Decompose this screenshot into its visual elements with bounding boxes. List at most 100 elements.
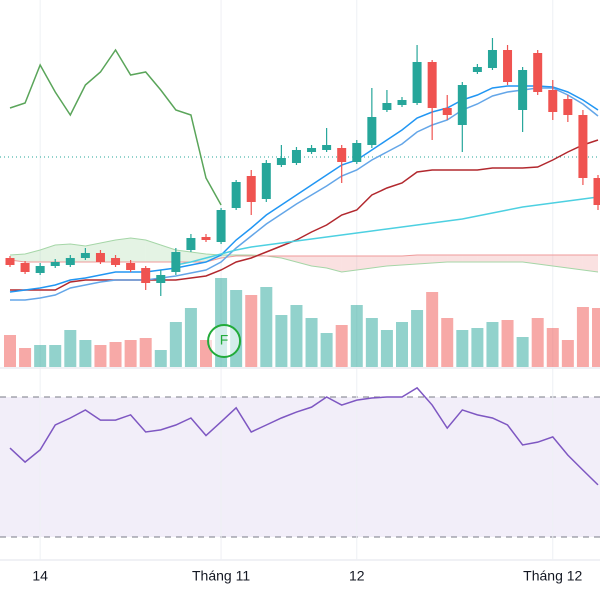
volume-bar	[426, 292, 439, 367]
cloud-segment	[296, 256, 312, 266]
candle-body	[35, 266, 45, 273]
x-tick-label: Tháng 11	[192, 568, 250, 584]
candle-body	[503, 50, 513, 82]
candle-body	[291, 150, 301, 163]
cloud-segment	[25, 250, 41, 262]
candle-body	[427, 62, 437, 108]
candle-body	[457, 85, 467, 125]
volume-bar	[290, 305, 303, 367]
volume-bar	[49, 345, 62, 367]
indicator-line	[175, 196, 599, 266]
volume-bar	[516, 337, 529, 367]
cloud-segment	[477, 255, 493, 262]
candle-body	[593, 178, 600, 205]
volume-bar	[169, 322, 182, 367]
cloud-segment	[567, 255, 583, 270]
x-tick-label: 14	[32, 568, 48, 584]
cloud-segment	[386, 256, 402, 266]
cloud-segment	[326, 256, 342, 272]
candle-body	[231, 182, 241, 208]
volume-bar	[184, 308, 197, 367]
volume-bar	[245, 295, 258, 367]
volume-bar	[94, 345, 107, 367]
candle-body	[307, 148, 317, 152]
cloud-segment	[371, 256, 387, 268]
volume-bar	[124, 340, 137, 367]
candle-body	[171, 252, 181, 272]
candle-body	[472, 67, 482, 72]
indicator-line	[10, 87, 599, 301]
x-tick-label: 12	[349, 568, 365, 584]
cloud-segment	[417, 255, 433, 264]
annotation-marker	[207, 324, 242, 358]
candle-body	[50, 262, 60, 266]
candle-body	[397, 100, 407, 105]
volume-bar	[365, 318, 378, 367]
cloud-segment	[507, 255, 523, 262]
volume-bar	[380, 330, 393, 367]
cloud-segment	[402, 255, 418, 265]
cloud-segment	[130, 238, 146, 262]
rsi-band	[0, 397, 600, 537]
cloud-segment	[356, 256, 372, 270]
cloud-segment	[432, 255, 448, 263]
volume-bar	[576, 307, 589, 367]
candle-body	[5, 258, 15, 265]
volume-bar	[592, 308, 600, 367]
candle-body	[186, 238, 196, 250]
cloud-segment	[537, 255, 553, 266]
candle-body	[65, 258, 75, 265]
candle-body	[487, 50, 497, 68]
volume-bar	[34, 345, 47, 367]
x-tick-label: Tháng 12	[523, 568, 582, 584]
rsi-line	[9, 386, 599, 486]
candle-body	[111, 258, 121, 265]
candle-body	[80, 253, 90, 258]
candle-body	[367, 117, 377, 145]
candle-body	[246, 176, 256, 202]
candle-body	[322, 145, 332, 150]
candle-body	[352, 143, 362, 162]
volume-bar	[546, 328, 559, 367]
volume-bar	[411, 310, 424, 367]
candle-body	[261, 163, 271, 199]
volume-bar	[320, 333, 333, 367]
volume-bar	[396, 322, 408, 367]
indicator-line	[9, 85, 599, 293]
cloud-segment	[552, 255, 568, 268]
cloud-segment	[311, 256, 327, 268]
candle-body	[337, 148, 347, 162]
candle-body	[95, 253, 105, 262]
candle-body	[382, 103, 392, 110]
volume-bar	[109, 342, 122, 367]
volume-bar	[441, 318, 454, 367]
candle-body	[141, 268, 151, 283]
candle-body	[548, 90, 558, 112]
candle-body	[563, 99, 573, 115]
volume-bar	[4, 335, 16, 367]
volume-bar	[335, 325, 348, 367]
volume-bar	[64, 330, 77, 367]
annotation-text: F	[220, 332, 229, 348]
candle-body	[201, 237, 211, 240]
cloud-segment	[492, 255, 508, 262]
volume-bar	[260, 287, 273, 367]
candle-body	[276, 158, 286, 165]
indicator-line	[9, 48, 222, 206]
candle-body	[126, 263, 136, 270]
candle-body	[533, 53, 543, 92]
volume-bar	[139, 338, 152, 367]
volume-bar	[79, 340, 92, 367]
candle-body	[216, 210, 226, 242]
volume-bar	[561, 340, 574, 367]
candle-body	[442, 108, 452, 115]
cloud-segment	[522, 255, 538, 264]
cloud-segment	[447, 255, 463, 262]
volume-bar	[501, 320, 514, 367]
volume-bar	[19, 348, 32, 367]
cloud-segment	[462, 255, 478, 262]
volume-bar	[275, 315, 288, 367]
volume-bar	[350, 305, 363, 367]
